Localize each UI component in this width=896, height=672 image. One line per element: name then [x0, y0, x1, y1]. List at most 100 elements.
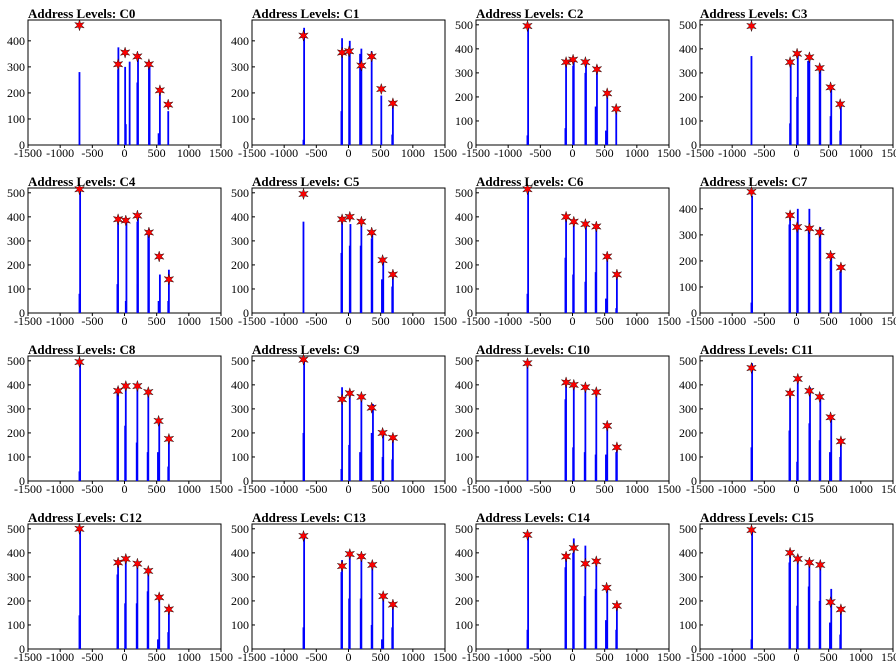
y-tick-label: 300 [7, 570, 25, 584]
x-tick-label: 1500 [881, 482, 896, 496]
x-tick-label: 0 [794, 146, 800, 160]
y-tick-label: 400 [7, 210, 25, 224]
peak-marker [377, 426, 388, 440]
chart-panel: -1500 -1000 -500 0 500 1000 1500 0 100 200 300 400 5… [0, 504, 233, 672]
bar [360, 224, 363, 313]
peak-marker [610, 102, 622, 116]
y-tick-label: 100 [455, 282, 473, 296]
y-tick-label: 500 [7, 354, 25, 368]
chart-title: Address Levels: C2 [476, 6, 584, 21]
bar [78, 72, 81, 145]
x-tick-label: -1500 [686, 482, 714, 496]
peak-marker [112, 384, 124, 398]
bar [158, 420, 161, 481]
peak-marker [377, 589, 389, 603]
x-tick-label: 500 [820, 650, 838, 664]
chart-title: Address Levels: C9 [252, 342, 360, 357]
bar [605, 298, 607, 313]
bar [167, 610, 170, 649]
peak-marker [591, 63, 603, 76]
peak-marker [366, 50, 377, 63]
y-tick-label: 200 [7, 594, 25, 608]
peak-marker [298, 529, 309, 543]
peak-marker [611, 441, 623, 454]
bar [359, 53, 361, 145]
y-tick-label: 100 [231, 112, 249, 126]
y-tick-label: 200 [679, 254, 697, 268]
peak-marker [163, 432, 175, 446]
bar [809, 387, 811, 481]
y-tick-label: 500 [455, 522, 473, 536]
peak-marker [120, 379, 132, 393]
peak-marker [784, 55, 796, 69]
peak-marker [834, 97, 846, 111]
y-tick-label: 300 [231, 60, 249, 74]
x-tick-label: 1500 [657, 650, 681, 664]
x-tick-label: 500 [372, 314, 390, 328]
bar [527, 188, 530, 313]
x-tick-label: -1000 [718, 482, 746, 496]
x-tick-label: 1000 [401, 314, 425, 328]
x-tick-label: 0 [122, 482, 128, 496]
bar [391, 274, 394, 313]
peak-marker [825, 249, 836, 262]
y-tick-label: 400 [7, 378, 25, 392]
chart-svg: -1500 -1000 -500 0 500 1000 1500 0 100 200 300 400 [231, 19, 457, 160]
y-tick-label: 100 [679, 450, 697, 464]
y-tick-label: 200 [679, 426, 697, 440]
chart-svg: -1500 -1000 -500 0 500 1000 1500 0 100 200 300 400 5… [231, 353, 457, 496]
y-tick-label: 300 [455, 402, 473, 416]
bar [124, 124, 127, 145]
x-tick-label: 500 [148, 650, 166, 664]
peak-marker [153, 591, 165, 604]
bar [808, 208, 811, 313]
x-tick-label: 0 [794, 482, 800, 496]
y-tick-label: 0 [691, 138, 697, 152]
peak-marker [814, 390, 825, 404]
peak-marker [336, 559, 348, 573]
y-tick-label: 400 [231, 378, 249, 392]
chart-title: Address Levels: C8 [28, 342, 136, 357]
bar [147, 572, 150, 649]
peak-marker [814, 61, 825, 75]
bar [371, 231, 374, 313]
peak-marker [112, 58, 124, 71]
chart-title: Address Levels: C1 [252, 6, 360, 21]
x-tick-label: -500 [81, 482, 103, 496]
x-tick-label: 1500 [209, 482, 233, 496]
x-tick-label: 1000 [401, 146, 425, 160]
bar [808, 56, 811, 145]
y-tick-label: 400 [7, 34, 25, 48]
x-tick-label: 500 [372, 146, 390, 160]
peak-marker [163, 273, 175, 286]
x-tick-label: -1500 [238, 650, 266, 664]
chart-panel: -1500 -1000 -500 0 500 1000 1500 0 100 200 300 400 5… [672, 336, 896, 504]
bar [565, 216, 567, 313]
bar [136, 384, 139, 481]
y-tick-label: 100 [455, 450, 473, 464]
x-tick-label: 1500 [209, 650, 233, 664]
peak-marker [792, 552, 804, 566]
peak-marker [522, 528, 533, 541]
peak-marker [298, 29, 309, 42]
y-tick-label: 0 [243, 138, 249, 152]
y-tick-label: 500 [679, 354, 697, 368]
peak-marker [154, 84, 166, 97]
x-tick-label: 1000 [849, 650, 873, 664]
bar [117, 221, 119, 313]
bar [157, 300, 160, 313]
y-tick-label: 200 [455, 258, 473, 272]
bar [157, 639, 159, 649]
x-tick-label: 0 [122, 650, 128, 664]
peak-marker [601, 87, 613, 100]
chart-title: Address Levels: C13 [252, 510, 366, 525]
peak-marker [804, 556, 815, 569]
chart-panel: -1500 -1000 -500 0 500 1000 1500 0 100 200 300 400 5… [0, 336, 233, 504]
y-tick-label: 300 [231, 234, 249, 248]
x-tick-label: 0 [346, 650, 352, 664]
peak-marker [356, 390, 367, 404]
peak-marker [74, 183, 85, 196]
y-tick-label: 300 [455, 570, 473, 584]
